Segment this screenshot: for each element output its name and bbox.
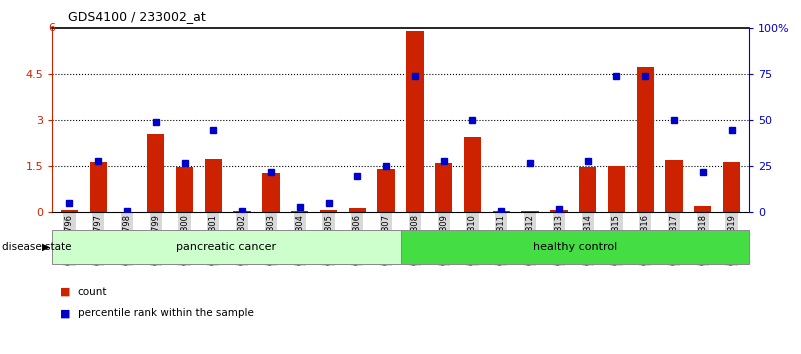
Bar xyxy=(52,230,400,264)
Bar xyxy=(579,167,596,212)
Bar xyxy=(608,166,625,212)
Bar xyxy=(521,211,539,212)
Bar xyxy=(723,162,740,212)
Text: 6: 6 xyxy=(48,23,55,33)
Text: ▶: ▶ xyxy=(42,242,50,252)
Bar xyxy=(291,211,308,212)
Bar xyxy=(233,211,251,212)
Text: pancreatic cancer: pancreatic cancer xyxy=(176,242,276,252)
Text: healthy control: healthy control xyxy=(533,242,617,252)
Bar xyxy=(493,211,510,212)
Bar xyxy=(262,172,280,212)
Bar xyxy=(205,159,222,212)
Bar xyxy=(400,230,749,264)
Bar xyxy=(435,163,453,212)
Text: ■: ■ xyxy=(60,308,70,318)
Bar xyxy=(637,67,654,212)
Bar xyxy=(550,210,568,212)
Bar xyxy=(666,160,682,212)
Bar xyxy=(147,134,164,212)
Text: GDS4100 / 233002_at: GDS4100 / 233002_at xyxy=(68,10,206,23)
Bar xyxy=(348,208,366,212)
Text: count: count xyxy=(78,287,107,297)
Text: percentile rank within the sample: percentile rank within the sample xyxy=(78,308,254,318)
Bar xyxy=(320,210,337,212)
Text: disease state: disease state xyxy=(2,242,71,252)
Text: ■: ■ xyxy=(60,287,70,297)
Bar xyxy=(377,170,395,212)
Bar xyxy=(176,167,193,212)
Bar xyxy=(90,162,107,212)
Bar xyxy=(464,137,481,212)
Bar xyxy=(406,32,424,212)
Bar xyxy=(61,210,78,212)
Bar xyxy=(694,206,711,212)
